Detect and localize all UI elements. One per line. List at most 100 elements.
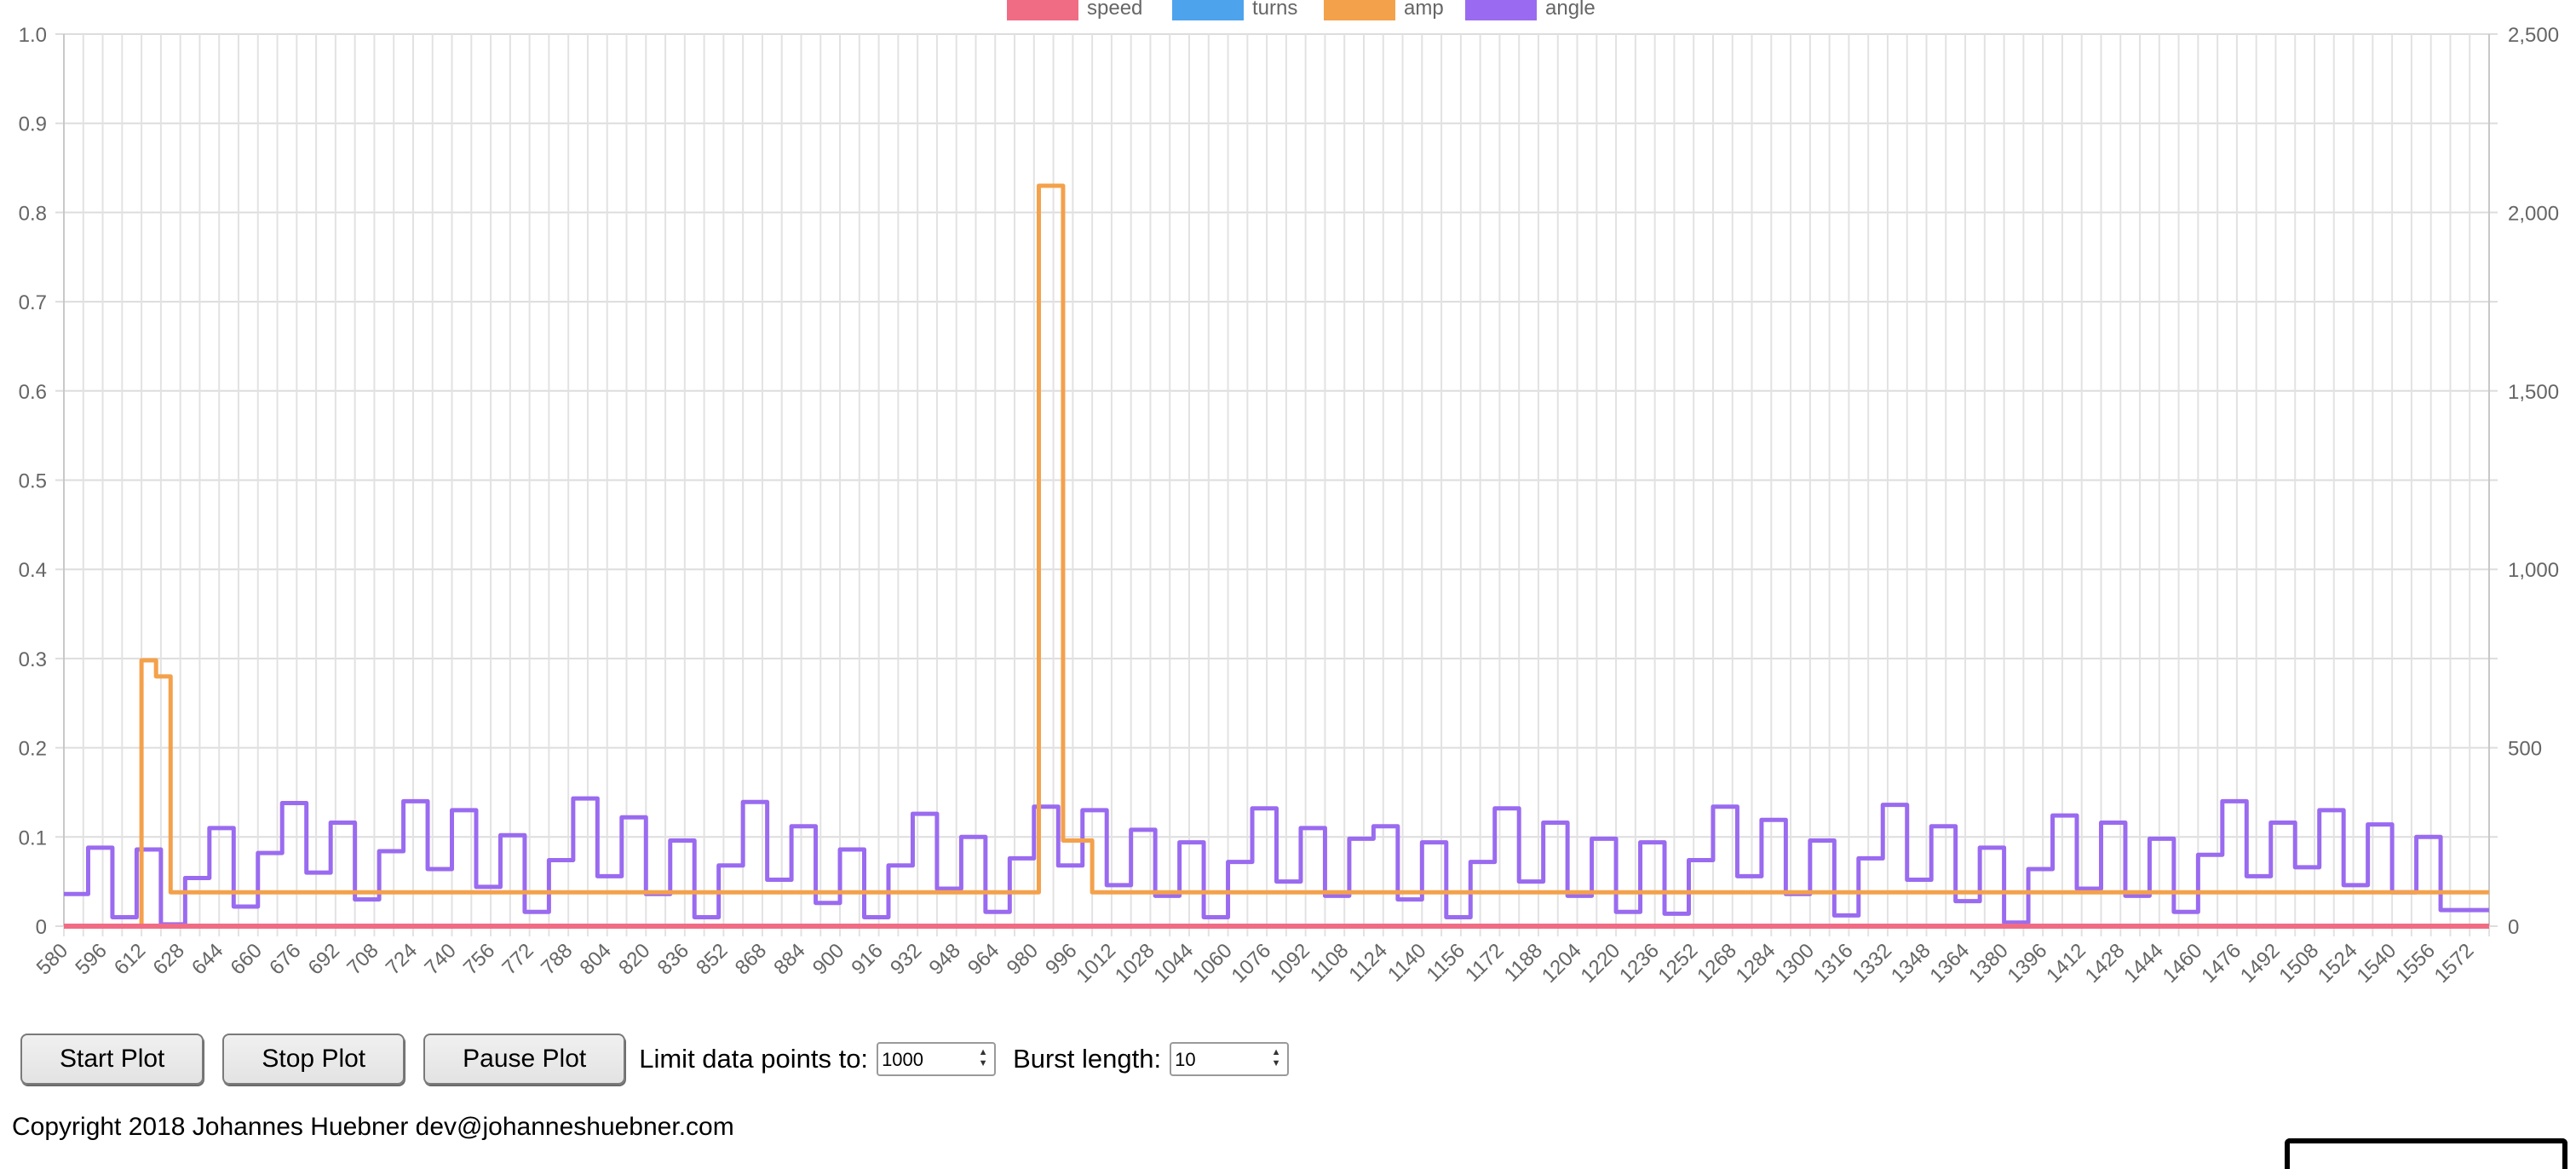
x-tick-label: 900 [808,939,848,979]
x-tick-label: 1252 [1654,939,1703,988]
x-tick-label: 1332 [1848,939,1896,988]
x-tick-label: 1444 [2119,939,2168,988]
x-tick-label: 836 [653,939,693,979]
partial-element [2285,1138,2567,1169]
x-tick-label: 1092 [1266,939,1314,988]
x-tick-label: 1460 [2159,939,2207,988]
series-line-amp [64,183,2489,929]
x-tick-label: 1380 [1964,939,2013,988]
y-axis-left: 0 0.1 0.2 0.3 0.4 0.5 0.6 0.7 0.8 0.9 1.0 [19,24,47,939]
x-tick-label: 1316 [1809,939,1858,988]
legend-swatch-angle [1465,0,1537,20]
y-left-tick-label: 0.2 [19,738,47,761]
y-left-tick-label: 0.3 [19,648,47,671]
chart-grid [55,33,2498,936]
x-tick-label: 1364 [1925,939,1974,988]
y-left-tick-label: 0.7 [19,291,47,314]
y-left-tick-label: 1.0 [19,24,47,47]
x-tick-label: 1556 [2391,939,2440,988]
x-tick-label: 1044 [1149,939,1198,988]
x-tick-label: 932 [886,939,926,979]
y-right-tick-label: 1,500 [2508,381,2559,404]
x-tick-label: 964 [963,939,1003,979]
burst-length-field: ▲▼ [1170,1042,1290,1076]
x-tick-label: 756 [459,939,499,979]
footer-copyright: Copyright 2018 Johannes Huebner dev@joha… [12,1113,734,1141]
y-left-tick-label: 0.1 [19,826,47,849]
x-tick-label: 1540 [2353,939,2401,988]
y-left-tick-label: 0.9 [19,113,47,136]
x-tick-label: 1300 [1770,939,1819,988]
y-right-tick-label: 0 [2508,916,2519,939]
stepper-icon[interactable]: ▲ ▼ [978,1047,988,1068]
x-tick-label: 692 [304,939,344,979]
x-axis: 5805966126286446606766927087247407567727… [32,939,2479,988]
chart-series [64,183,2489,929]
x-tick-label: 1572 [2430,939,2479,988]
y-right-tick-label: 500 [2508,738,2542,761]
x-tick-label: 1108 [1306,939,1354,987]
x-tick-label: 708 [342,939,382,979]
x-tick-label: 612 [110,939,150,979]
x-tick-label: 1156 [1423,939,1470,987]
x-tick-label: 852 [692,939,732,979]
y-left-tick-label: 0.8 [19,202,47,225]
legend-swatch-amp [1324,0,1395,20]
x-tick-label: 820 [614,939,654,979]
x-tick-label: 1204 [1538,939,1586,988]
stepper-icon[interactable]: ▲ ▼ [1271,1047,1281,1068]
legend-label-angle: angle [1545,0,1596,20]
x-tick-label: 1188 [1500,939,1548,987]
series-line-angle [64,796,2489,927]
burst-length-label: Burst length: [1013,1044,1162,1074]
x-tick-label: 1076 [1228,939,1276,988]
x-tick-label: 1284 [1732,939,1780,988]
x-tick-label: 1028 [1111,939,1159,988]
x-tick-label: 660 [227,939,267,979]
burst-length-input[interactable] [1171,1044,1264,1076]
limit-data-points-field: ▲▼ [877,1042,997,1076]
x-tick-label: 980 [1003,939,1043,979]
x-tick-label: 1412 [2042,939,2090,988]
x-tick-label: 1140 [1383,939,1431,987]
line-chart: speed turns amp angle 0 0.1 0.2 0.3 0.4 0.5 0.6 0.… [19,0,2559,988]
x-tick-label: 676 [265,939,305,979]
x-tick-label: 1396 [2004,939,2052,988]
x-tick-label: 1172 [1461,939,1509,987]
x-tick-label: 1236 [1615,939,1664,988]
x-tick-label: 1124 [1344,939,1392,987]
x-tick-label: 916 [847,939,887,979]
y-right-tick-label: 1,000 [2508,559,2559,582]
x-tick-label: 1220 [1576,939,1624,988]
x-tick-label: 1268 [1693,939,1741,988]
x-tick-label: 1012 [1072,939,1120,988]
x-tick-label: 628 [148,939,188,979]
plot-controls: Start Plot Stop Plot Pause Plot Limit da… [20,1029,1311,1089]
y-left-tick-label: 0.6 [19,381,47,404]
x-tick-label: 884 [769,939,809,979]
x-tick-label: 1492 [2236,939,2285,988]
x-tick-label: 1428 [2081,939,2130,988]
legend-label-turns: turns [1252,0,1297,20]
x-tick-label: 644 [187,939,227,979]
x-tick-label: 580 [32,939,72,979]
x-tick-label: 804 [576,939,616,979]
x-tick-label: 596 [71,939,111,979]
y-left-tick-label: 0.5 [19,470,47,493]
x-tick-label: 1348 [1887,939,1935,988]
limit-data-points-label: Limit data points to: [639,1044,869,1074]
legend-label-speed: speed [1087,0,1142,20]
stop-plot-button[interactable]: Stop Plot [222,1034,405,1085]
start-plot-button[interactable]: Start Plot [20,1034,204,1085]
x-tick-label: 868 [731,939,771,979]
y-left-tick-label: 0 [36,916,47,939]
x-tick-label: 1508 [2274,939,2323,988]
limit-data-points-input[interactable] [878,1044,971,1076]
legend-swatch-speed [1007,0,1078,20]
pause-plot-button[interactable]: Pause Plot [423,1034,626,1085]
x-tick-label: 740 [420,939,460,979]
x-tick-label: 772 [497,939,538,979]
x-tick-label: 948 [925,939,965,979]
x-tick-label: 1476 [2197,939,2245,988]
legend-swatch-turns [1172,0,1244,20]
